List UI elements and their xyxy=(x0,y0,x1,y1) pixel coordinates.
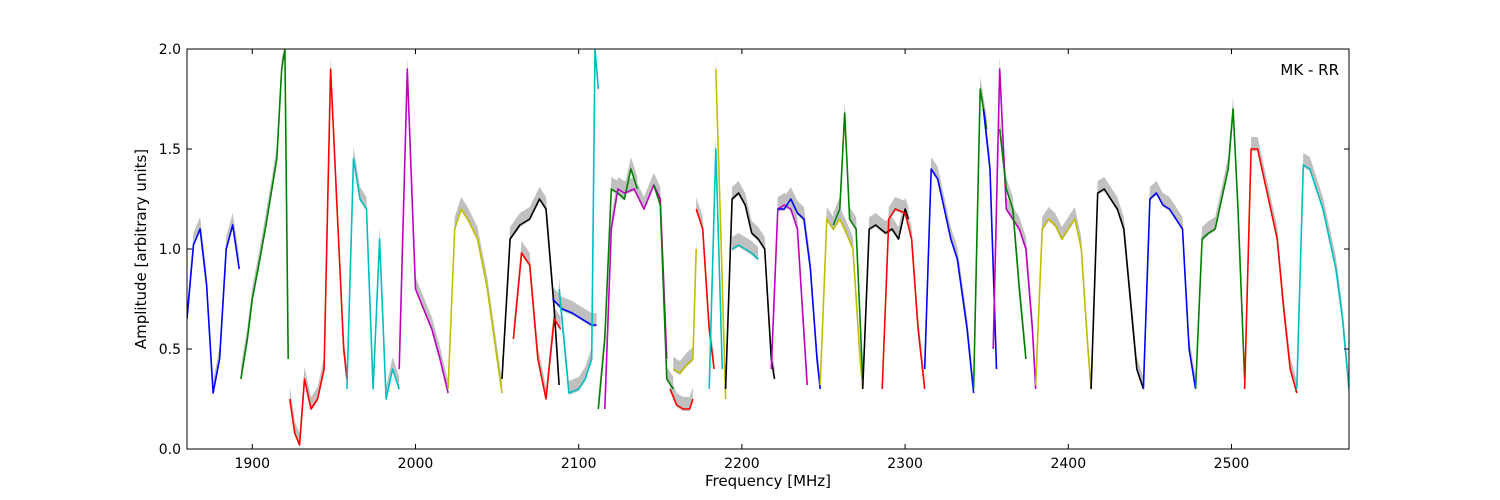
series-line-33 xyxy=(1142,192,1197,390)
envelope-band-14 xyxy=(670,377,693,411)
series-line-27 xyxy=(972,88,988,390)
envelope-band-30 xyxy=(999,117,1026,361)
plot-frame xyxy=(186,48,1350,450)
envelope-band-35 xyxy=(1244,137,1297,395)
y-axis: 0.0 0.5 1.0 1.5 2.0 xyxy=(159,42,1349,458)
series-line-19 xyxy=(731,244,759,260)
x-tick-label: 2500 xyxy=(1214,456,1250,472)
station-annotation: MK - RR xyxy=(1280,61,1339,79)
series-line-20 xyxy=(770,204,808,386)
series-line-16 xyxy=(708,148,724,390)
envelope-band-18 xyxy=(725,181,775,391)
envelope-band-32 xyxy=(1091,177,1144,391)
y-tick-label: 1.0 xyxy=(159,242,181,258)
series-line-6 xyxy=(501,198,560,386)
series-layer xyxy=(187,49,1349,446)
series-line-11 xyxy=(604,184,668,410)
x-tick-label: 1900 xyxy=(234,456,270,472)
y-tick-label: 0.5 xyxy=(159,342,181,358)
series-line-30 xyxy=(998,128,1027,360)
envelope-band-3 xyxy=(346,147,400,401)
series-line-0 xyxy=(187,224,240,394)
series-line-36 xyxy=(1296,164,1349,390)
x-tick-label: 2200 xyxy=(724,456,760,472)
spectrum-envelope-band xyxy=(187,49,1349,447)
series-line-29 xyxy=(992,68,1037,390)
series-line-9 xyxy=(558,49,600,394)
envelope-band-36 xyxy=(1296,153,1349,391)
series-line-31 xyxy=(1034,218,1092,390)
series-line-32 xyxy=(1090,188,1145,390)
series-line-1 xyxy=(240,49,289,380)
series-line-3 xyxy=(346,158,400,400)
x-tick-label: 2000 xyxy=(398,456,434,472)
series-line-14 xyxy=(669,388,694,410)
envelope-band-8 xyxy=(552,287,597,327)
x-axis-label: Frequency [MHz] xyxy=(705,472,831,490)
envelope-band-10 xyxy=(598,157,638,411)
envelope-band-21 xyxy=(777,187,821,391)
envelope-band-34 xyxy=(1195,97,1245,391)
series-line-10 xyxy=(597,168,639,410)
series-line-4 xyxy=(398,68,449,394)
series-line-25 xyxy=(881,208,926,390)
series-line-35 xyxy=(1243,148,1298,394)
envelope-band-33 xyxy=(1143,181,1196,391)
series-line-12 xyxy=(653,184,674,390)
envelope-band-31 xyxy=(1035,207,1092,391)
series-line-15 xyxy=(695,208,715,370)
series-line-18 xyxy=(724,192,776,390)
series-line-2 xyxy=(289,68,348,446)
series-line-13 xyxy=(672,248,697,374)
series-line-34 xyxy=(1194,108,1246,390)
y-tick-label: 0.0 xyxy=(159,442,181,458)
series-line-7 xyxy=(512,252,562,400)
series-line-5 xyxy=(447,208,503,394)
x-axis: 1900 2000 2100 2200 2300 2400 2500 xyxy=(234,49,1249,472)
x-tick-label: 2100 xyxy=(561,456,597,472)
series-line-17 xyxy=(715,68,727,400)
envelope-band-13 xyxy=(673,237,697,375)
envelope-band-4 xyxy=(399,57,449,395)
y-tick-label: 2.0 xyxy=(159,42,181,58)
envelope-band-26 xyxy=(924,157,974,395)
series-line-22 xyxy=(819,218,864,390)
series-line-28 xyxy=(982,108,998,370)
envelope-band-11 xyxy=(604,173,667,411)
x-tick-label: 2300 xyxy=(887,456,923,472)
series-line-21 xyxy=(777,198,821,390)
y-tick-label: 1.5 xyxy=(159,142,181,158)
y-axis-label: Amplitude [arbitrary units] xyxy=(132,149,150,349)
series-line-23 xyxy=(832,112,864,380)
series-line-26 xyxy=(923,168,975,394)
envelope-band-7 xyxy=(513,241,561,401)
x-tick-label: 2400 xyxy=(1050,456,1086,472)
